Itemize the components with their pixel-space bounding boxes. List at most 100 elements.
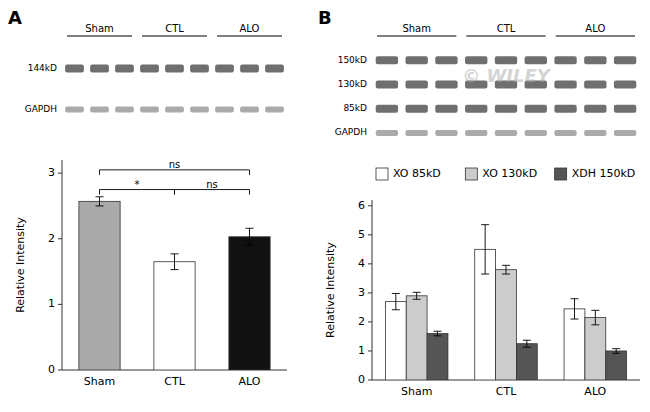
blot: ShamCTLALO144kDGAPDH <box>25 23 284 114</box>
y-tick <box>368 380 372 381</box>
error-cap <box>434 335 442 336</box>
y-tick <box>368 205 372 206</box>
y-tick-label: 3 <box>48 166 55 179</box>
significance-label: ns <box>206 179 218 190</box>
y-tick <box>368 350 372 351</box>
panel-title: B <box>318 7 332 28</box>
error-cap <box>570 298 578 299</box>
y-tick-label: 0 <box>48 363 55 376</box>
blot-band <box>376 130 398 136</box>
blot-band <box>406 105 428 113</box>
bar <box>564 309 585 380</box>
legend: XO 85kDXO 130kDXDH 150kD <box>376 167 635 180</box>
y-tick-label: 2 <box>358 315 365 328</box>
error-cap <box>481 224 489 225</box>
blot-band <box>584 130 606 136</box>
lane-group-bracket <box>556 36 635 37</box>
lane-group-bracket <box>466 36 545 37</box>
y-tick-label: 1 <box>48 297 55 310</box>
bar <box>79 201 120 370</box>
blot-band <box>406 80 428 88</box>
bar <box>385 302 406 380</box>
lane-group-label: CTL <box>497 23 516 34</box>
error-cap <box>523 340 531 341</box>
x-tick-label: CTL <box>164 375 185 388</box>
error-cap <box>96 205 104 206</box>
legend-label: XDH 150kD <box>572 167 636 180</box>
error-cap <box>434 331 442 332</box>
bar <box>154 262 195 370</box>
blot-band <box>90 65 109 73</box>
legend-swatch <box>555 168 567 180</box>
blot-band <box>65 65 84 73</box>
blot: ShamCTLALO150kD130kD85kDGAPDH© WILEY <box>335 23 637 137</box>
y-tick <box>368 292 372 293</box>
x-tick-label: Sham <box>401 385 432 398</box>
blot-band <box>525 130 547 136</box>
significance-bracket <box>100 170 250 175</box>
error-line <box>99 197 100 206</box>
blot-band <box>614 130 636 136</box>
error-cap <box>612 353 620 354</box>
blot-band <box>554 130 576 136</box>
lane-group-label: ALO <box>240 23 260 34</box>
blot-band <box>554 56 576 64</box>
error-cap <box>523 347 531 348</box>
legend-swatch <box>465 168 477 180</box>
blot-band <box>406 130 428 136</box>
marks <box>79 197 270 370</box>
error-bar <box>96 197 104 206</box>
error-line <box>249 228 250 245</box>
legend-label: XO 85kD <box>393 167 441 180</box>
lane-group-bracket <box>377 36 456 37</box>
blot-band <box>495 130 517 136</box>
blot-band <box>265 107 284 113</box>
blot-band <box>265 65 284 73</box>
blot-band <box>376 56 398 64</box>
blot-band <box>165 107 184 113</box>
significance-bracket <box>175 190 250 195</box>
blot-band <box>554 80 576 88</box>
x-tick-label: CTL <box>496 385 517 398</box>
blot-band <box>584 105 606 113</box>
watermark: © WILEY <box>462 65 552 86</box>
y-tick-label: 5 <box>358 228 365 241</box>
bar <box>606 351 627 380</box>
error-line <box>174 254 175 270</box>
error-cap <box>392 309 400 310</box>
error-line <box>395 293 396 309</box>
blot-band <box>465 56 487 64</box>
blot-band <box>525 105 547 113</box>
blot-band <box>614 56 636 64</box>
error-line <box>506 265 507 274</box>
blot-band <box>65 107 84 113</box>
error-bar <box>434 331 442 336</box>
blot-band <box>215 107 234 113</box>
blot-band <box>140 107 159 113</box>
error-cap <box>481 274 489 275</box>
error-cap <box>171 269 179 270</box>
error-bar <box>523 340 531 347</box>
error-cap <box>413 292 421 293</box>
blot-band <box>406 56 428 64</box>
error-cap <box>413 299 421 300</box>
panel-title: A <box>8 7 22 28</box>
band-row-label: 144kD <box>28 63 57 73</box>
error-cap <box>246 228 254 229</box>
error-bar <box>246 228 254 245</box>
error-line <box>416 292 417 299</box>
blot-band <box>90 107 109 113</box>
lane-group-bracket <box>67 36 132 37</box>
blot-band <box>584 80 606 88</box>
y-tick-label: 3 <box>358 286 365 299</box>
blot-band <box>190 107 209 113</box>
blot-band <box>465 105 487 113</box>
bar <box>406 296 427 380</box>
error-cap <box>591 324 599 325</box>
error-bar <box>481 225 489 274</box>
bar <box>516 344 537 380</box>
significance-label: ns <box>169 159 181 170</box>
y-tick <box>368 234 372 235</box>
figure: ShamCTLALO144kDGAPDHA0123ShamCTLALORelat… <box>0 0 650 412</box>
error-cap <box>591 310 599 311</box>
